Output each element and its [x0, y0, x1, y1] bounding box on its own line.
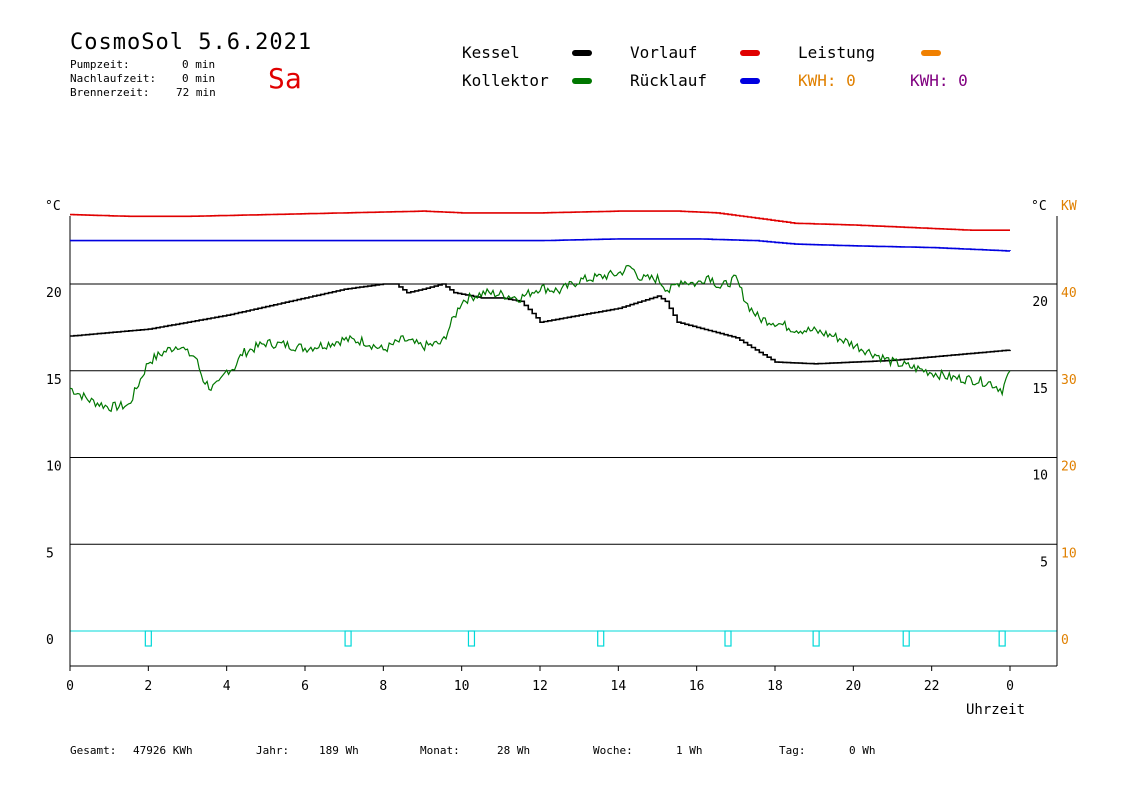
grid-lines: [70, 283, 1057, 632]
legend-ruecklauf-swatch: [740, 78, 760, 84]
burner-marker: [812, 630, 820, 647]
legend-leistung-label: Leistung: [798, 43, 876, 62]
x-axis-label: Uhrzeit: [966, 702, 1025, 718]
legend-vorlauf-swatch: [740, 50, 760, 56]
burner-marker: [597, 630, 605, 647]
x-tick-label-2: 4: [223, 679, 231, 694]
x-tick-label-4: 8: [379, 679, 387, 694]
legend-ruecklauf-label: Rücklauf: [630, 71, 708, 90]
chart-title: CosmoSol 5.6.2021: [70, 30, 313, 55]
series-lines: [69, 210, 1011, 413]
y-tick-left-5: 5: [46, 546, 54, 561]
x-tick-label-5: 10: [454, 679, 470, 694]
footer-gesamt-label: Gesamt:: [70, 744, 117, 757]
burner-marker: [467, 630, 476, 647]
footer-jahr-value: 189 Wh: [319, 744, 359, 757]
legend-kollektor-label: Kollektor: [462, 71, 549, 90]
burner-marker: [724, 630, 732, 647]
x-tick-label-0: 0: [66, 679, 74, 694]
y-axis-label-left: °C: [45, 199, 61, 214]
brennerzeit-value: 72 min: [176, 86, 216, 99]
legend-kessel-swatch: [572, 50, 592, 56]
x-tick-labels: 0 2 4 6 8 10 12 14 16 18 20 22 0: [66, 679, 1014, 694]
y-tick-right-kw-0: 0: [1061, 633, 1069, 648]
legend-kwh-purple: KWH: 0: [910, 71, 968, 90]
footer-gesamt-value: 47926 KWh: [133, 744, 193, 757]
x-tick-label-6: 12: [532, 679, 548, 694]
legend-vorlauf-label: Vorlauf: [630, 43, 698, 62]
y-tick-right-c-5: 5: [1040, 555, 1048, 570]
y-tick-right-kw-30: 30: [1061, 373, 1077, 388]
x-tick-label-1: 2: [144, 679, 152, 694]
legend-kwh-orange: KWH: 0: [798, 71, 856, 90]
brennerzeit-label: Brennerzeit:: [70, 86, 150, 99]
y-axis-label-right-kw: KW: [1061, 199, 1077, 214]
y-tick-labels: 0 5 10 15 20 5 10 15 20 0 10 20 30 40: [46, 286, 1077, 648]
y-tick-right-kw-10: 10: [1061, 546, 1077, 561]
series-line-vorlauf: [70, 210, 1010, 231]
weekday-label: Sa: [268, 62, 302, 95]
burner-marker: [344, 630, 352, 647]
y-tick-left-15: 15: [46, 373, 62, 388]
nachlaufzeit-label: Nachlaufzeit:: [70, 72, 157, 85]
y-tick-right-kw-40: 40: [1061, 286, 1077, 301]
pumpzeit-value: 0 min: [182, 58, 216, 71]
x-tick-label-12: 0: [1006, 679, 1014, 694]
footer-woche-label: Woche:: [593, 744, 633, 757]
footer-tag-label: Tag:: [779, 744, 806, 757]
burner-marker: [902, 630, 910, 647]
legend-kollektor-swatch: [572, 78, 592, 84]
pumpzeit-label: Pumpzeit:: [70, 58, 130, 71]
y-axis-label-right-c: °C: [1031, 199, 1047, 214]
series-line-kessel: [70, 283, 1011, 365]
nachlaufzeit-value: 0 min: [182, 72, 216, 85]
series-line-ruecklauf: [70, 238, 1011, 252]
x-tick-label-3: 6: [301, 679, 309, 694]
y-tick-left-10: 10: [46, 460, 62, 475]
x-tick-label-10: 20: [846, 679, 862, 694]
legend-kessel-label: Kessel: [462, 43, 520, 62]
x-tick-label-11: 22: [924, 679, 940, 694]
axes: [69, 216, 1058, 671]
footer-woche-value: 1 Wh: [676, 744, 703, 757]
burner-marker: [998, 630, 1006, 647]
footer-jahr-label: Jahr:: [256, 744, 290, 757]
burner-markers: [144, 630, 1006, 647]
burner-marker: [144, 630, 152, 647]
x-tick-label-8: 16: [689, 679, 705, 694]
x-tick-label-7: 14: [611, 679, 627, 694]
footer-monat-label: Monat:: [420, 744, 460, 757]
series-line-kollektor: [69, 264, 1011, 413]
footer-monat-value: 28 Wh: [497, 744, 531, 757]
y-tick-right-c-10: 10: [1032, 469, 1048, 484]
y-tick-right-c-15: 15: [1032, 382, 1048, 397]
y-tick-left-0: 0: [46, 633, 54, 648]
footer-tag-value: 0 Wh: [849, 744, 876, 757]
y-tick-left-20: 20: [46, 286, 62, 301]
y-tick-right-c-20: 20: [1032, 295, 1048, 310]
y-tick-right-kw-20: 20: [1061, 460, 1077, 475]
legend-leistung-swatch: [921, 50, 941, 56]
x-tick-label-9: 18: [767, 679, 783, 694]
